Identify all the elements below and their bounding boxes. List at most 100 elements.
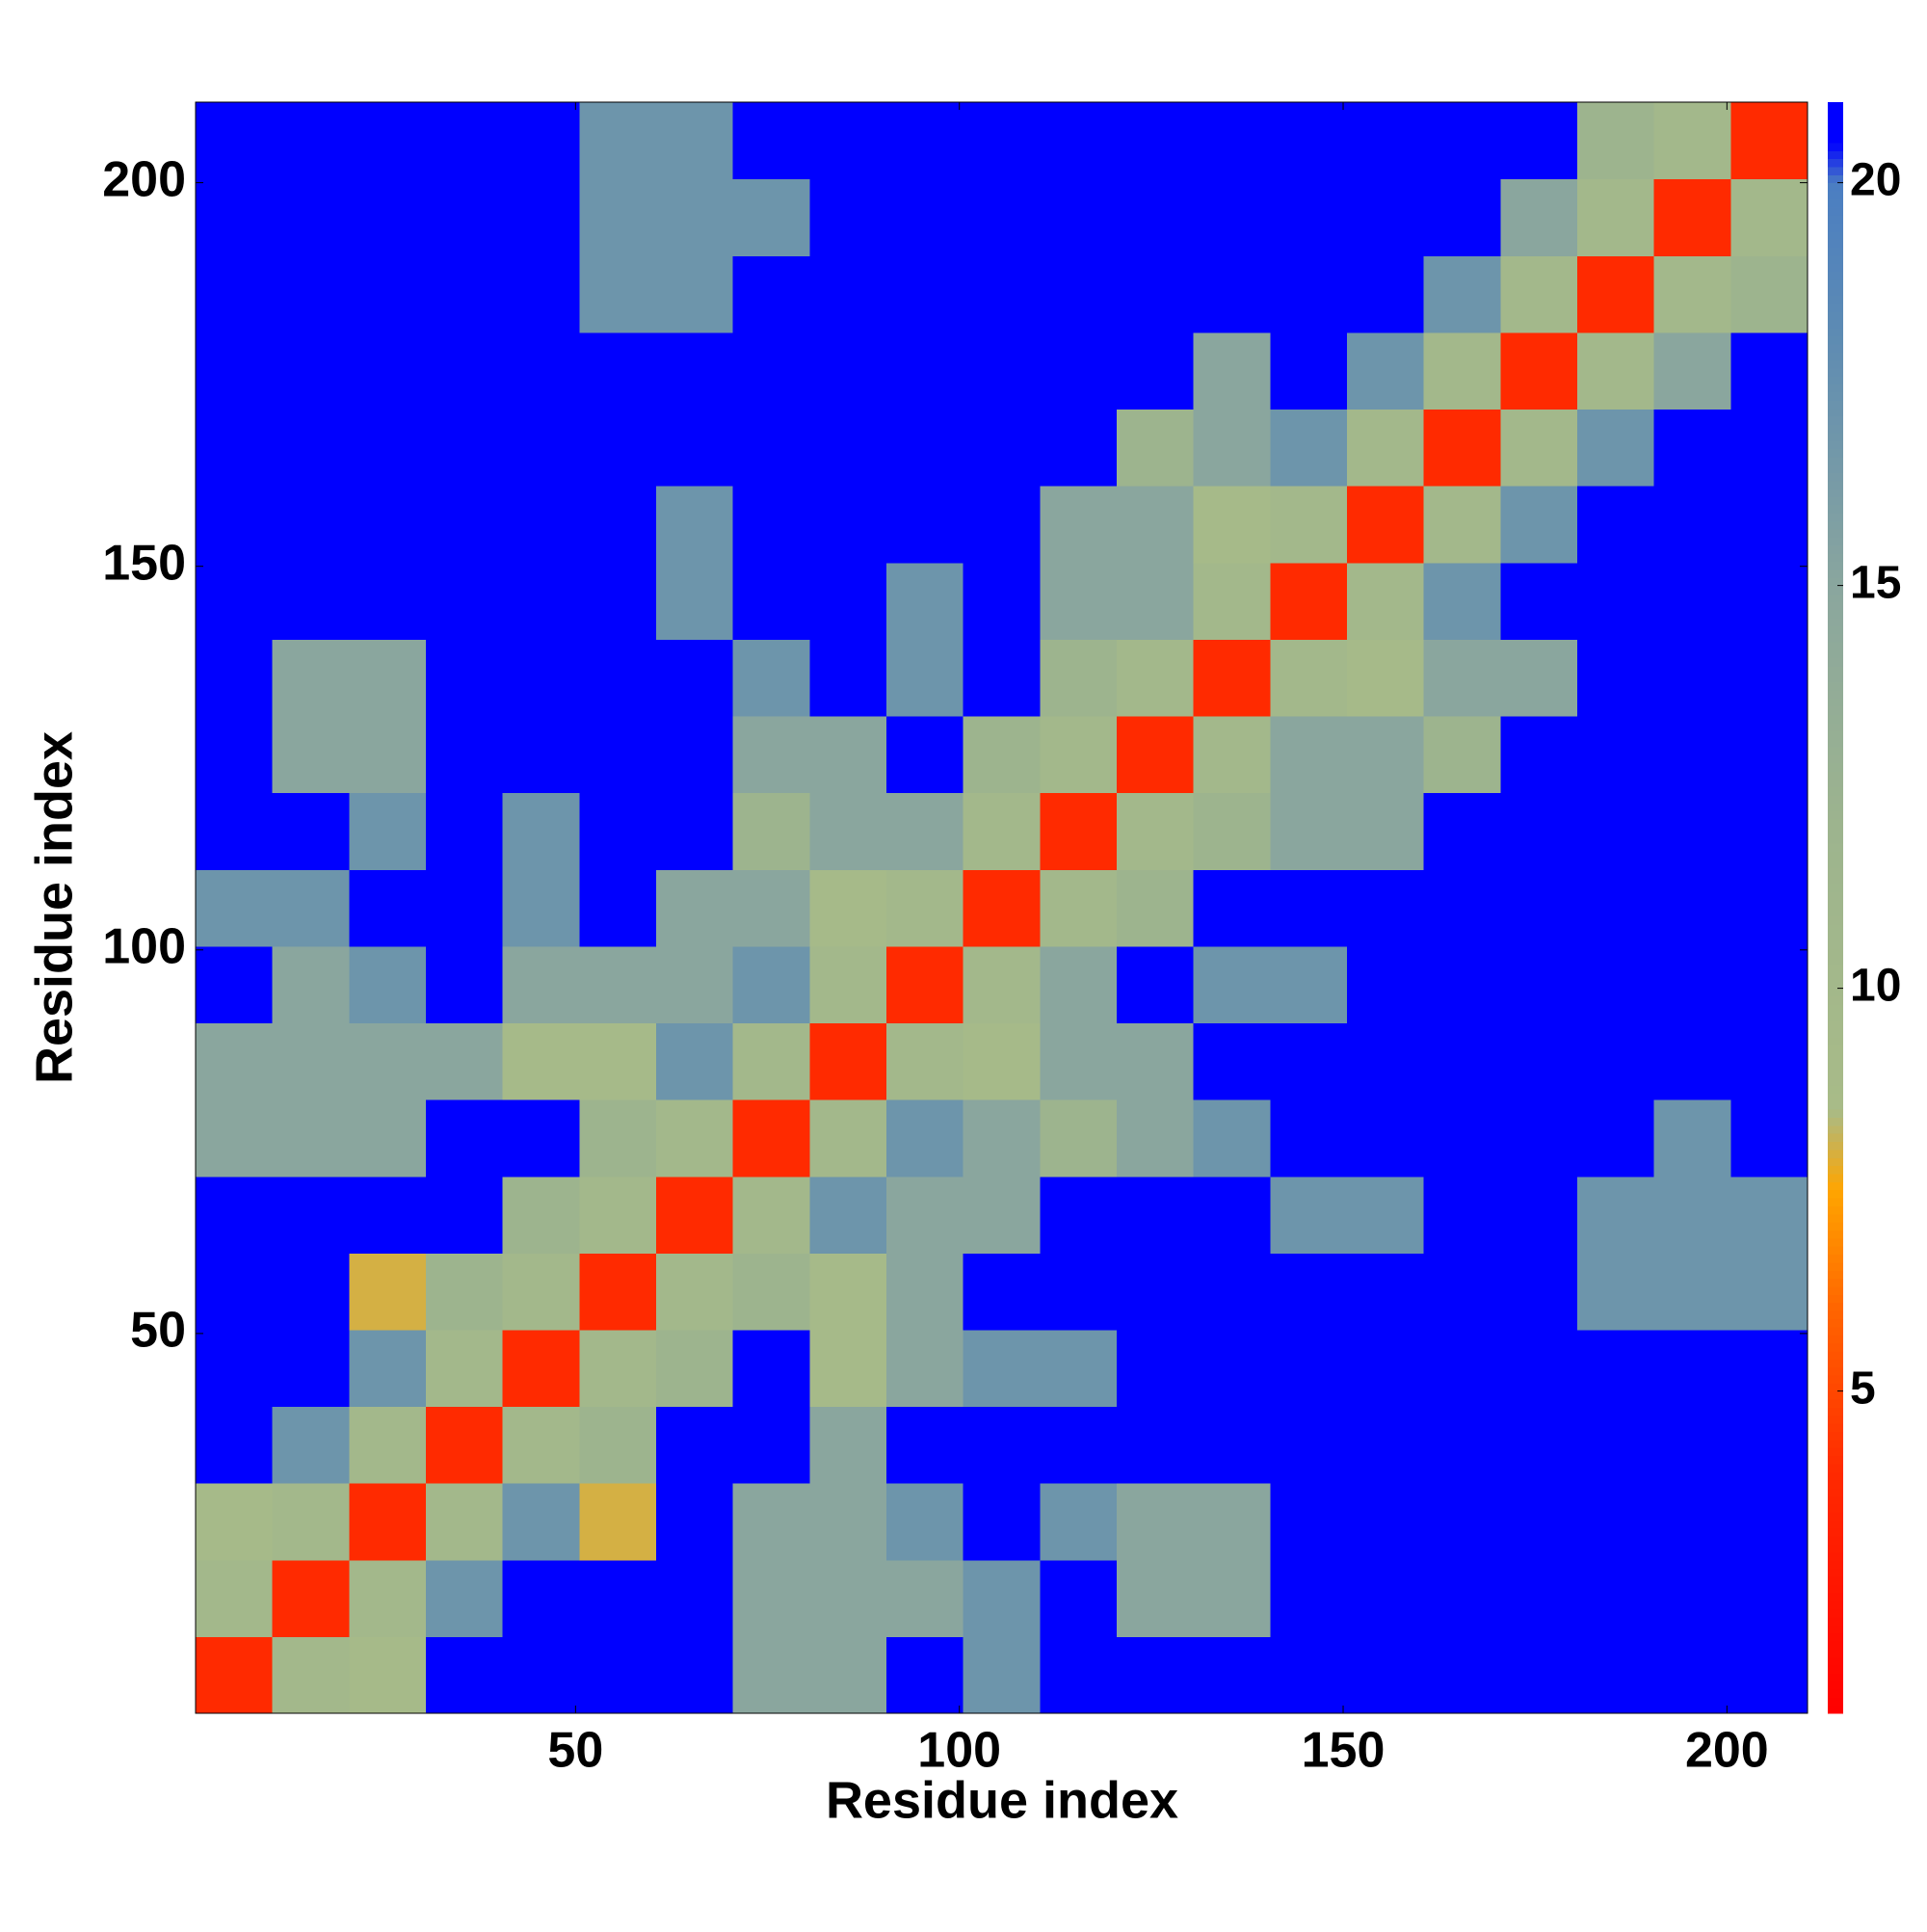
heatmap-cell: [1423, 1022, 1501, 1100]
heatmap-cell: [656, 1253, 734, 1331]
colorbar-segment: [1828, 1084, 1843, 1094]
heatmap-cell: [1193, 1253, 1271, 1331]
heatmap-cell: [886, 715, 964, 794]
heatmap-cell: [732, 1253, 810, 1331]
heatmap-cell: [809, 1022, 887, 1100]
heatmap-cell: [1730, 486, 1808, 564]
colorbar-segment: [1828, 1100, 1843, 1110]
colorbar-segment: [1828, 1004, 1843, 1014]
heatmap-cell: [1577, 562, 1655, 640]
heatmap-cell: [349, 1253, 427, 1331]
heatmap-cell: [196, 1559, 274, 1637]
heatmap-cell: [1730, 945, 1808, 1024]
heatmap-cell: [196, 1636, 274, 1714]
heatmap-cell: [1040, 792, 1118, 870]
heatmap-cell: [579, 1559, 657, 1637]
heatmap-cell: [502, 331, 580, 410]
colorbar-segment: [1828, 472, 1843, 482]
heatmap-cell: [809, 869, 887, 947]
heatmap-cell: [579, 1406, 657, 1484]
colorbar-segment: [1828, 335, 1843, 345]
colorbar-segment: [1828, 158, 1843, 168]
heatmap-cell: [579, 1483, 657, 1561]
heatmap-cell: [502, 562, 580, 640]
colorbar-segment: [1828, 1109, 1843, 1118]
heatmap-cell: [1193, 1406, 1271, 1484]
heatmap-cell: [1270, 715, 1348, 794]
heatmap-cell: [1423, 1253, 1501, 1331]
heatmap-cell: [349, 1559, 427, 1637]
heatmap-cell: [656, 255, 734, 333]
heatmap-cell: [1193, 255, 1271, 333]
heatmap-cell: [1423, 792, 1501, 870]
colorbar-segment: [1828, 166, 1843, 175]
heatmap-cell: [272, 178, 350, 256]
heatmap-cell: [1423, 1559, 1501, 1637]
heatmap-cell: [732, 409, 810, 487]
heatmap-cell: [426, 331, 504, 410]
colorbar-segment: [1828, 859, 1843, 868]
heatmap-cell: [426, 869, 504, 947]
colorbar-segment: [1828, 1503, 1843, 1513]
colorbar-segment: [1828, 1415, 1843, 1424]
colorbar-segment: [1828, 1664, 1843, 1674]
heatmap-cell: [1423, 1176, 1501, 1254]
heatmap-cell: [963, 1176, 1041, 1254]
colorbar-segment: [1828, 827, 1843, 836]
heatmap-cell: [1500, 409, 1578, 487]
heatmap-cell: [1653, 562, 1731, 640]
colorbar-segment: [1828, 1366, 1843, 1376]
heatmap-cell: [1653, 409, 1731, 487]
colorbar-segment: [1828, 657, 1843, 667]
heatmap-cell: [656, 562, 734, 640]
colorbar-segment: [1828, 706, 1843, 715]
heatmap-cell: [349, 715, 427, 794]
heatmap-cell: [272, 409, 350, 487]
heatmap-cell: [963, 562, 1041, 640]
heatmap-cell: [1577, 945, 1655, 1024]
colorbar-segment: [1828, 810, 1843, 820]
colorbar-segment: [1828, 150, 1843, 160]
heatmap-cell: [732, 792, 810, 870]
colorbar-segment: [1828, 1222, 1843, 1231]
colorbar-segment: [1828, 947, 1843, 957]
heatmap-cell: [1040, 1022, 1118, 1100]
heatmap-cell: [1730, 1559, 1808, 1637]
heatmap-cell: [1347, 945, 1425, 1024]
heatmap-cell: [656, 1176, 734, 1254]
heatmap-cell: [1040, 1176, 1118, 1254]
heatmap-cell: [579, 102, 657, 180]
heatmap-cell: [732, 945, 810, 1024]
heatmap-cell: [656, 945, 734, 1024]
heatmap-cell: [1500, 1406, 1578, 1484]
heatmap-cell: [1577, 1636, 1655, 1714]
heatmap-cell: [1117, 486, 1195, 564]
colorbar-segment: [1828, 569, 1843, 578]
colorbar-segment: [1828, 110, 1843, 119]
colorbar: [1828, 102, 1843, 1714]
colorbar-segment: [1828, 400, 1843, 410]
colorbar-segment: [1828, 1656, 1843, 1666]
colorbar-segment: [1828, 867, 1843, 877]
heatmap-cell: [1270, 1022, 1348, 1100]
heatmap-cell: [656, 869, 734, 947]
colorbar-segment: [1828, 1527, 1843, 1537]
heatmap-cell: [1423, 178, 1501, 256]
heatmap-cell: [1347, 1636, 1425, 1714]
heatmap-cell: [886, 1406, 964, 1484]
colorbar-segment: [1828, 142, 1843, 151]
heatmap-cell: [1193, 1099, 1271, 1178]
heatmap-cell: [1577, 1483, 1655, 1561]
heatmap-cell: [502, 1176, 580, 1254]
colorbar-segment: [1828, 134, 1843, 144]
colorbar-segment: [1828, 489, 1843, 498]
colorbar-segment: [1828, 1616, 1843, 1626]
colorbar-segment: [1828, 198, 1843, 208]
heatmap-cell: [196, 1099, 274, 1178]
colorbar-segment: [1828, 674, 1843, 683]
heatmap-cell: [502, 1483, 580, 1561]
heatmap-cell: [656, 792, 734, 870]
heatmap-cell: [1500, 1483, 1578, 1561]
heatmap-cell: [963, 639, 1041, 717]
